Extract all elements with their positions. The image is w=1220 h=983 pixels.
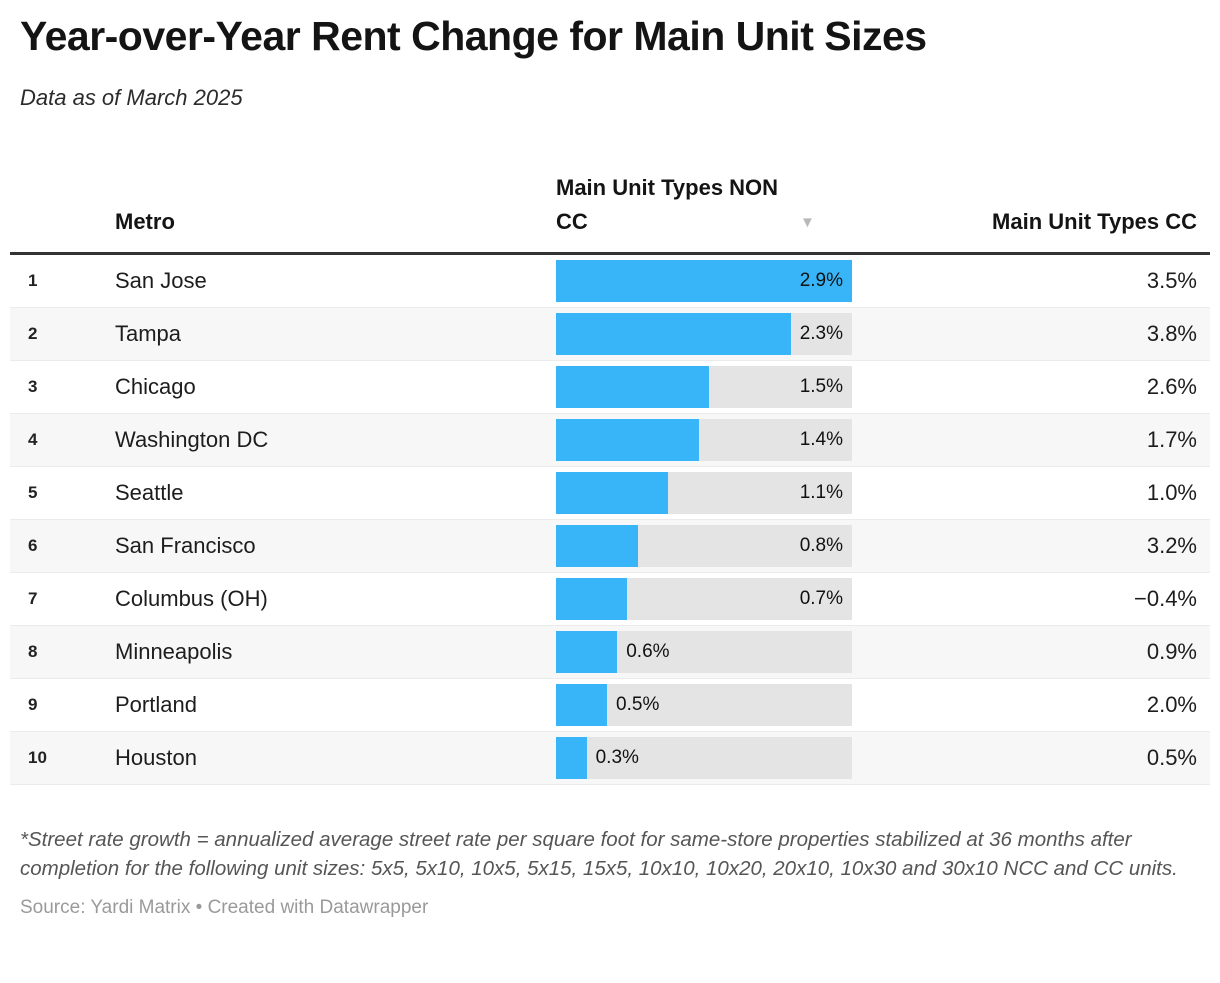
- row-bar-cell: 0.5%: [556, 684, 852, 727]
- table-row: 5 Seattle 1.1% 1.0%: [10, 467, 1210, 521]
- row-cc-value: 2.0%: [1146, 692, 1197, 718]
- non-cc-bar: [556, 578, 628, 621]
- non-cc-bar: [556, 472, 669, 515]
- row-bar-cell: 0.3%: [556, 737, 852, 780]
- table-row: 10 Houston 0.3% 0.5%: [10, 732, 1210, 786]
- row-metro: Chicago: [115, 374, 196, 400]
- bar-track: 0.5%: [556, 684, 852, 727]
- non-cc-bar: [556, 684, 608, 727]
- table-row: 7 Columbus (OH) 0.7% −0.4%: [10, 573, 1210, 627]
- column-header-non-cc-label: Main Unit Types NON CC: [556, 175, 779, 235]
- row-rank: 8: [28, 642, 38, 662]
- row-metro: San Francisco: [115, 533, 256, 559]
- table-row: 2 Tampa 2.3% 3.8%: [10, 308, 1210, 362]
- non-cc-bar: [556, 260, 852, 303]
- row-cc-value: 1.7%: [1146, 427, 1197, 453]
- bar-value-label: 1.1%: [799, 482, 843, 504]
- row-rank: 2: [28, 324, 38, 344]
- bar-value-label: 0.7%: [799, 588, 843, 610]
- row-bar-cell: 0.6%: [556, 631, 852, 674]
- row-metro: Seattle: [115, 480, 184, 506]
- non-cc-bar: [556, 366, 710, 409]
- row-rank: 5: [28, 483, 38, 503]
- row-metro: Tampa: [115, 321, 182, 347]
- row-rank: 7: [28, 589, 38, 609]
- row-rank: 9: [28, 695, 38, 715]
- table-header-row: Metro Main Unit Types NON CC ▼ Main Unit …: [10, 171, 1210, 252]
- bar-track: 1.1%: [556, 472, 852, 515]
- row-rank: 3: [28, 377, 38, 397]
- table-body: 1 San Jose 2.9% 3.5% 2 Tampa 2.3% 3.8% 3…: [10, 255, 1210, 786]
- bar-track: 2.3%: [556, 313, 852, 356]
- table-row: 8 Minneapolis 0.6% 0.9%: [10, 626, 1210, 680]
- row-rank: 4: [28, 430, 38, 450]
- bar-track: 0.3%: [556, 737, 852, 780]
- row-bar-cell: 0.8%: [556, 525, 852, 568]
- column-header-metro[interactable]: Metro: [115, 209, 175, 235]
- row-bar-cell: 0.7%: [556, 578, 852, 621]
- bar-value-label: 2.3%: [799, 323, 843, 345]
- source-line: Source: Yardi Matrix • Created with Data…: [20, 896, 429, 918]
- bar-value-label: 0.6%: [626, 641, 670, 663]
- row-metro: Washington DC: [115, 427, 269, 453]
- row-metro: Portland: [115, 692, 197, 718]
- row-cc-value: 0.5%: [1146, 745, 1197, 771]
- bar-track: 1.5%: [556, 366, 852, 409]
- row-cc-value: 0.9%: [1146, 639, 1197, 665]
- table-row: 6 San Francisco 0.8% 3.2%: [10, 520, 1210, 574]
- row-bar-cell: 1.1%: [556, 472, 852, 515]
- bar-track: 2.9%: [556, 260, 852, 303]
- column-header-cc[interactable]: Main Unit Types CC: [992, 209, 1197, 235]
- footnote: *Street rate growth = annualized average…: [20, 828, 1178, 881]
- bar-value-label: 2.9%: [799, 270, 843, 292]
- bar-value-label: 0.5%: [616, 694, 660, 716]
- row-bar-cell: 1.5%: [556, 366, 852, 409]
- non-cc-bar: [556, 313, 791, 356]
- row-rank: 10: [28, 748, 47, 768]
- rent-change-table: Metro Main Unit Types NON CC ▼ Main Unit …: [10, 171, 1210, 786]
- row-cc-value: 2.6%: [1146, 374, 1197, 400]
- row-cc-value: −0.4%: [1134, 586, 1197, 612]
- non-cc-bar: [556, 737, 587, 780]
- chart-title: Year-over-Year Rent Change for Main Unit…: [20, 13, 927, 59]
- row-rank: 6: [28, 536, 38, 556]
- bar-value-label: 0.8%: [799, 535, 843, 557]
- row-cc-value: 3.8%: [1146, 321, 1197, 347]
- bar-track: 0.7%: [556, 578, 852, 621]
- chart-container: Year-over-Year Rent Change for Main Unit…: [0, 13, 1220, 919]
- column-header-non-cc[interactable]: Main Unit Types NON CC ▼: [556, 171, 852, 239]
- row-bar-cell: 1.4%: [556, 419, 852, 462]
- bar-value-label: 1.4%: [799, 429, 843, 451]
- row-rank: 1: [28, 271, 38, 291]
- bar-value-label: 1.5%: [799, 376, 843, 398]
- row-cc-value: 3.5%: [1146, 268, 1197, 294]
- row-metro: San Jose: [115, 268, 207, 294]
- bar-track: 0.8%: [556, 525, 852, 568]
- row-cc-value: 3.2%: [1146, 533, 1197, 559]
- bar-track: 0.6%: [556, 631, 852, 674]
- non-cc-bar: [556, 419, 699, 462]
- row-metro: Columbus (OH): [115, 586, 268, 612]
- table-row: 9 Portland 0.5% 2.0%: [10, 679, 1210, 733]
- table-row: 4 Washington DC 1.4% 1.7%: [10, 414, 1210, 468]
- table-row: 3 Chicago 1.5% 2.6%: [10, 361, 1210, 415]
- row-bar-cell: 2.9%: [556, 260, 852, 303]
- sort-descending-icon: ▼: [800, 214, 815, 232]
- non-cc-bar: [556, 525, 638, 568]
- bar-track: 1.4%: [556, 419, 852, 462]
- header-rule: [10, 252, 1210, 256]
- row-metro: Houston: [115, 745, 197, 771]
- chart-subtitle: Data as of March 2025: [20, 85, 243, 111]
- row-metro: Minneapolis: [115, 639, 233, 665]
- table-row: 1 San Jose 2.9% 3.5%: [10, 255, 1210, 309]
- bar-value-label: 0.3%: [595, 747, 639, 769]
- non-cc-bar: [556, 631, 618, 674]
- row-bar-cell: 2.3%: [556, 313, 852, 356]
- row-cc-value: 1.0%: [1146, 480, 1197, 506]
